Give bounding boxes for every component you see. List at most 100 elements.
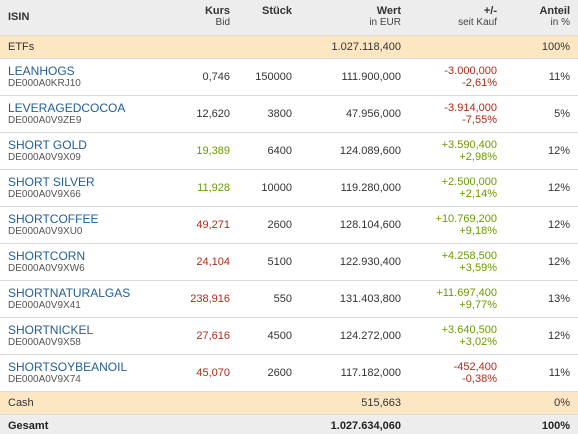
delta-absolute: -452,400 [453, 360, 497, 373]
table-row: LEANHOGS DE000A0KRJ10 0,746 150000 111.900,0… [0, 58, 578, 95]
anteil: 12% [547, 255, 570, 268]
instrument-cell: LEANHOGS DE000A0KRJ10 [0, 58, 178, 95]
header-wert[interactable]: Wert in EUR [300, 0, 409, 35]
stueck: 550 [273, 292, 292, 305]
instrument-cell: SHORTSOYBEANOIL DE000A0V9X74 [0, 354, 178, 391]
instrument-isin: DE000A0V9X41 [8, 299, 81, 311]
header-delta[interactable]: +/- seit Kauf [409, 0, 505, 35]
instrument-name-link[interactable]: SHORT GOLD [8, 137, 87, 152]
delta-percent: -7,55% [462, 113, 497, 126]
total-row: Gesamt 1.027.634,060 100% [0, 414, 578, 434]
table-row: LEVERAGEDCOCOA DE000A0V9ZE9 12,620 3800 47.9… [0, 95, 578, 132]
delta-percent: +9,18% [459, 224, 497, 237]
delta-percent: -2,61% [462, 76, 497, 89]
total-label: Gesamt [8, 420, 49, 433]
instrument-name-link[interactable]: SHORTNICKEL [8, 322, 94, 337]
header-kurs-sub: Bid [215, 17, 230, 28]
delta-cell: +4.258,500 +3,59% [409, 243, 505, 280]
instrument-cell: SHORTNICKEL DE000A0V9X58 [0, 317, 178, 354]
instrument-name-link[interactable]: LEVERAGEDCOCOA [8, 100, 126, 115]
total-wert: 1.027.634,060 [330, 420, 401, 433]
wert: 124.089,600 [339, 144, 401, 157]
kurs-bid: 27,616 [196, 329, 230, 342]
delta-absolute: +2.500,000 [441, 175, 497, 188]
header-wert-sub: in EUR [369, 17, 401, 28]
header-kurs-label: Kurs [204, 5, 230, 17]
instrument-isin: DE000A0V9ZE9 [8, 114, 82, 126]
delta-absolute: -3.000,000 [444, 64, 497, 77]
group-label: ETFs [8, 40, 35, 53]
header-anteil[interactable]: Anteil in % [505, 0, 578, 35]
delta-cell: +3.640,500 +3,02% [409, 317, 505, 354]
instrument-isin: DE000A0KRJ10 [8, 77, 81, 89]
anteil: 5% [554, 107, 570, 120]
stueck: 6400 [267, 144, 292, 157]
delta-absolute: +11.697,400 [436, 286, 497, 299]
anteil: 12% [547, 181, 570, 194]
stueck: 2600 [267, 366, 292, 379]
instrument-cell: SHORTNATURALGAS DE000A0V9X41 [0, 280, 178, 317]
instrument-name-link[interactable]: SHORTCOFFEE [8, 211, 99, 226]
wert: 124.272,000 [339, 329, 401, 342]
delta-absolute: +3.640,500 [441, 323, 497, 336]
header-stueck[interactable]: Stück [262, 5, 292, 17]
table-row: SHORTNICKEL DE000A0V9X58 27,616 4500 124.272… [0, 317, 578, 354]
instrument-cell: SHORTCOFFEE DE000A0V9XU0 [0, 206, 178, 243]
kurs-bid: 0,746 [202, 70, 230, 83]
kurs-bid: 45,070 [196, 366, 230, 379]
instrument-name-link[interactable]: LEANHOGS [8, 63, 75, 78]
header-wert-label: Wert [376, 5, 401, 17]
delta-cell: +2.500,000 +2,14% [409, 169, 505, 206]
instrument-isin: DE000A0V9X58 [8, 336, 81, 348]
anteil: 11% [548, 70, 570, 83]
instrument-name-link[interactable]: SHORTNATURALGAS [8, 285, 131, 300]
delta-percent: +2,14% [459, 187, 497, 200]
header-anteil-label: Anteil [539, 5, 570, 17]
stueck: 10000 [261, 181, 292, 194]
anteil: 12% [547, 218, 570, 231]
delta-percent: -0,38% [462, 372, 497, 385]
cash-label: Cash [8, 396, 34, 409]
group-anteil: 100% [541, 40, 570, 53]
anteil: 11% [548, 366, 570, 379]
instrument-cell: SHORT GOLD DE000A0V9X09 [0, 132, 178, 169]
instrument-isin: DE000A0V9X66 [8, 188, 81, 200]
wert: 119.280,000 [340, 181, 401, 194]
delta-cell: +11.697,400 +9,77% [409, 280, 505, 317]
kurs-bid: 238,916 [190, 292, 230, 305]
instrument-name-link[interactable]: SHORTSOYBEANOIL [8, 359, 128, 374]
cash-anteil: 0% [554, 396, 570, 409]
instrument-isin: DE000A0V9XW6 [8, 262, 85, 274]
table-row: SHORT SILVER DE000A0V9X66 11,928 10000 119.2… [0, 169, 578, 206]
delta-percent: +9,77% [459, 298, 497, 311]
group-row-etfs: ETFs 1.027.118,400 100% [0, 35, 578, 58]
delta-cell: -3.914,000 -7,55% [409, 95, 505, 132]
wert: 117.182,000 [340, 366, 401, 379]
cash-wert: 515,663 [361, 396, 401, 409]
delta-absolute: +3.590,400 [441, 138, 497, 151]
delta-cell: +10.769,200 +9,18% [409, 206, 505, 243]
instrument-isin: DE000A0V9X09 [8, 151, 81, 163]
table-row: SHORTNATURALGAS DE000A0V9X41 238,916 550 131… [0, 280, 578, 317]
delta-percent: +3,59% [459, 261, 497, 274]
wert: 122.930,400 [339, 255, 401, 268]
header-kurs[interactable]: Kurs Bid [178, 0, 238, 35]
instrument-name-link[interactable]: SHORTCORN [8, 248, 86, 263]
group-wert: 1.027.118,400 [331, 40, 401, 53]
table-header-row: ISIN Kurs Bid Stück Wert in EUR +/- seit… [0, 0, 578, 35]
delta-cell: -3.000,000 -2,61% [409, 58, 505, 95]
anteil: 12% [547, 144, 570, 157]
instrument-name-link[interactable]: SHORT SILVER [8, 174, 95, 189]
kurs-bid: 24,104 [196, 255, 230, 268]
instrument-isin: DE000A0V9XU0 [8, 225, 83, 237]
table-row: SHORTCOFFEE DE000A0V9XU0 49,271 2600 128.104… [0, 206, 578, 243]
header-delta-sub: seit Kauf [458, 17, 497, 28]
wert: 111.900,000 [341, 70, 401, 83]
delta-cell: +3.590,400 +2,98% [409, 132, 505, 169]
header-isin[interactable]: ISIN [8, 11, 30, 24]
stueck: 4500 [267, 329, 292, 342]
table-row: SHORTCORN DE000A0V9XW6 24,104 5100 122.930,4… [0, 243, 578, 280]
stueck: 5100 [267, 255, 292, 268]
kurs-bid: 12,620 [196, 107, 230, 120]
stueck: 3800 [267, 107, 292, 120]
